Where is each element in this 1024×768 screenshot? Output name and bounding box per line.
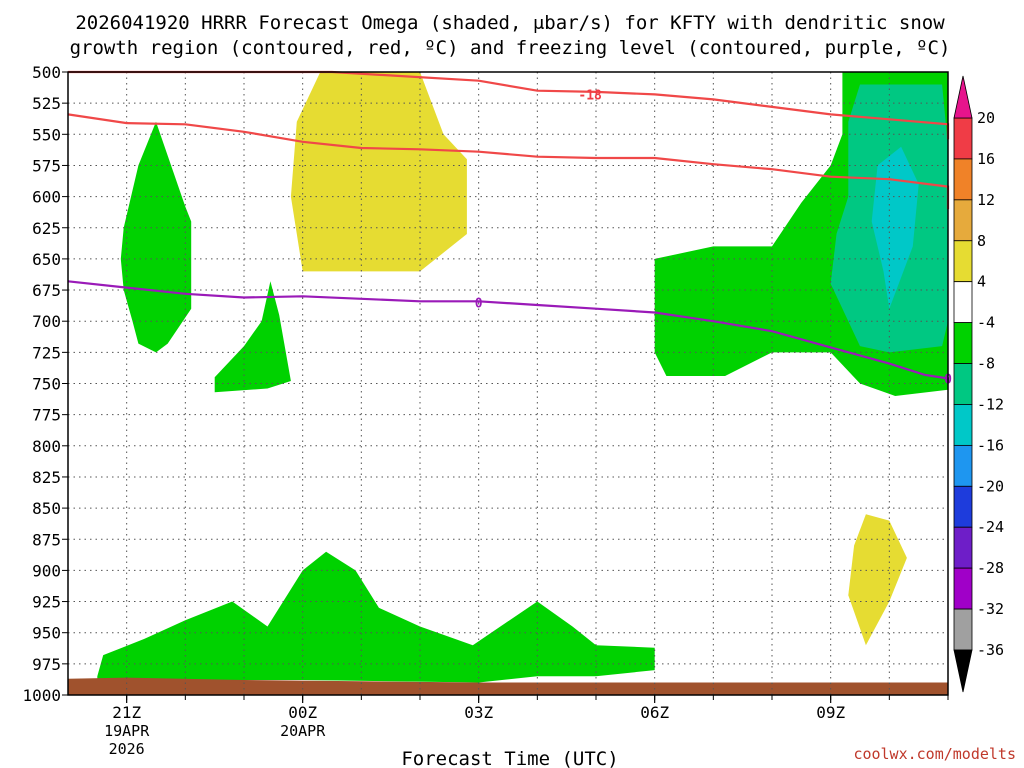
y-tick-label: 1000 [22,686,61,705]
colorbar-segment [953,485,973,528]
colorbar-segment [953,281,973,324]
colorbar-bottom-cap [953,649,973,693]
y-tick-label: 700 [32,312,61,331]
y-tick-label: 550 [32,125,61,144]
plot-grid [68,72,949,695]
y-tick-label: 975 [32,655,61,674]
colorbar-segment [953,158,973,201]
y-tick-label: 500 [32,63,61,82]
colorbar-level-label: -32 [977,600,1004,618]
y-tick-label: 650 [32,250,61,269]
x-tick-label: 06Z [640,703,669,722]
x-tick-label: 09Z [816,703,845,722]
dgz-contour-upper [68,70,950,140]
y-tick-label: 950 [32,624,61,643]
y-tick-label: 600 [32,188,61,207]
colorbar-level-label: 12 [977,191,995,209]
colorbar-level-label: -36 [977,641,1004,659]
x-date-label: 2026 [109,740,145,758]
colorbar: 20 16 12 8 4 -4 -8 -12 -16 -20 -24 -28 -32 -36 [953,75,1004,693]
colorbar-level-label: 8 [977,232,986,250]
y-tick-label: 925 [32,593,61,612]
omega-region-yellow-7 [848,514,907,646]
colorbar-level-label: 4 [977,273,986,291]
colorbar-level-label: -24 [977,518,1004,536]
colorbar-level-label: -12 [977,395,1004,413]
y-tick-label: 750 [32,375,61,394]
colorbar-segment [953,240,973,283]
y-tick-label: 825 [32,468,61,487]
y-tick-label: 850 [32,499,61,518]
colorbar-level-label: -4 [977,314,995,332]
y-tick-label: 900 [32,561,61,580]
colorbar-level-label: -20 [977,477,1004,495]
colorbar-segment [953,567,973,610]
omega-region-green-8 [97,551,655,683]
contour-label: 0 [475,297,483,312]
y-tick-label: 575 [32,156,61,175]
colorbar-level-label: -28 [977,559,1004,577]
colorbar-segment [953,444,973,487]
omega-region-green-1 [214,281,291,393]
omega-region-cyan-5 [871,146,919,309]
y-tick-label: 725 [32,343,61,362]
omega-shading [68,72,948,695]
y-tick-label: 800 [32,437,61,456]
y-tick-label: 525 [32,94,61,113]
colorbar-level-label: -16 [977,436,1004,454]
colorbar-level-label: 20 [977,109,995,127]
y-tick-label: 675 [32,281,61,300]
chart-title-line-2: growth region (contoured, red, ºC) and f… [70,37,951,59]
x-date-label: 20APR [280,722,326,740]
x-axis-label: Forecast Time (UTC) [401,748,618,768]
omega-region-green-0 [120,121,192,353]
colorbar-segment [953,363,973,405]
colorbar-segment [953,526,973,569]
colorbar-level-label: 16 [977,150,995,168]
x-date-label: 19APR [104,722,150,740]
y-tick-label: 775 [32,406,61,425]
y-axis: 500 525 550 575 600 625 650 675 700 725 750 775 800 8… [22,63,68,705]
omega-region-ground-9 [68,677,948,695]
contour-label: -18 [578,88,602,103]
colorbar-segment [953,608,973,651]
colorbar-segment [953,117,973,160]
x-tick-label: 00Z [288,703,317,722]
x-tick-label: 03Z [464,703,493,722]
colorbar-segment [953,322,973,364]
colorbar-top-cap [953,75,973,119]
omega-region-yellow-2 [290,72,467,272]
colorbar-segment [953,404,973,446]
y-tick-label: 625 [32,219,61,238]
x-tick-label: 21Z [112,703,141,722]
chart-title-line-1: 2026041920 HRRR Forecast Omega (shaded, … [75,12,945,34]
credit-text: coolwx.com/modelts [853,745,1016,763]
colorbar-segment [953,199,973,242]
y-tick-label: 875 [32,530,61,549]
colorbar-level-label: -8 [977,355,995,373]
